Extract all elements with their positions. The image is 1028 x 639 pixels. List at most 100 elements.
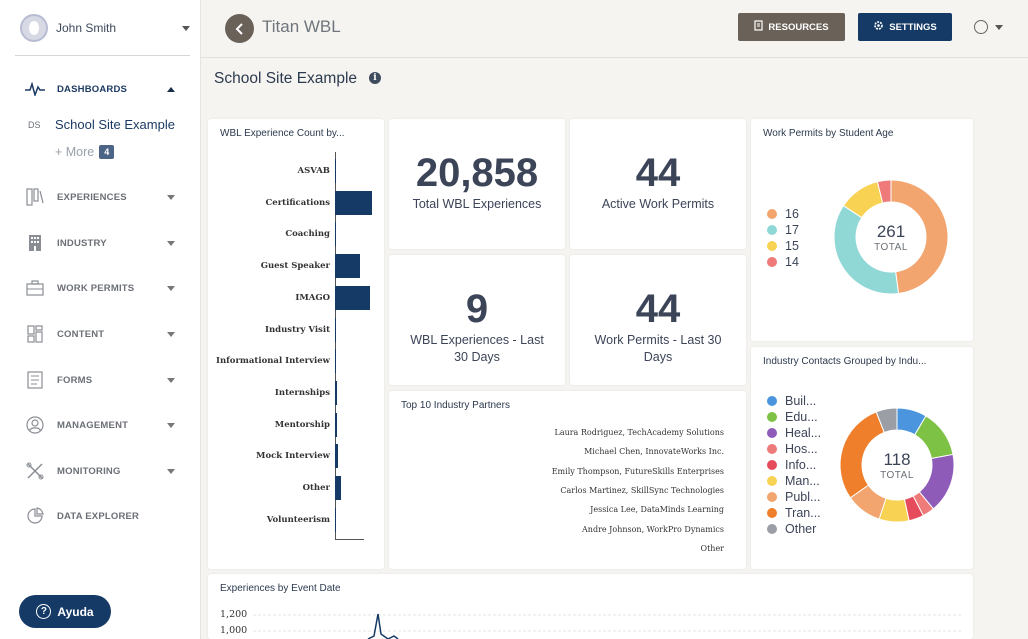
sidebar-item-industry[interactable]: INDUSTRY [0,228,200,258]
legend-item[interactable]: 17 [767,223,799,237]
resources-button[interactable]: RESOURCES [738,13,845,41]
sidebar-item-content[interactable]: CONTENT [0,319,200,349]
donut-slice[interactable] [890,179,949,295]
legend-item[interactable]: 14 [767,255,799,269]
legend-item[interactable]: 16 [767,207,799,221]
sidebar-item-management[interactable]: MANAGEMENT [0,410,200,440]
legend-label: Hos... [785,442,818,456]
user-icon [974,20,988,34]
bar[interactable] [335,507,336,532]
more-label: + More [55,145,95,159]
donut-total-label: TOTAL [880,470,914,481]
legend-swatch [767,412,777,422]
sidebar-item-label: WORK PERMITS [57,282,135,294]
legend-label: Info... [785,458,817,472]
bar-category-label: Coaching [285,229,330,240]
form-icon [25,370,45,390]
bar-category-label: Certifications [265,197,330,208]
bar-category-label: Industry Visit [265,324,330,335]
question-icon: ? [36,604,52,619]
partner-label: Andre Johnson, WorkPro Dynamics [582,524,724,534]
line-chart [253,613,963,639]
legend-item[interactable]: Info... [767,458,816,472]
legend-label: 16 [785,207,799,221]
legend-item[interactable]: Heal... [767,426,821,440]
bar[interactable] [335,159,336,183]
bar[interactable] [335,380,337,405]
legend-item[interactable]: Edu... [767,410,818,424]
bar[interactable] [335,412,337,437]
legend-item[interactable]: Tran... [767,506,821,520]
legend-item[interactable]: Other [767,522,816,536]
info-icon[interactable]: i [369,72,381,84]
partner-label: Laura Rodriguez, TechAcademy Solutions [554,428,725,437]
topbar: Titan WBL RESOURCES SETTINGS [201,0,1028,58]
partners-card: Top 10 Industry Partners Laura Rodriguez… [389,391,746,569]
bar[interactable] [335,444,338,469]
donut-slice[interactable] [876,179,892,204]
sidebar-item-forms[interactable]: FORMS [0,365,200,395]
sidebar-item-data-explorer[interactable]: DATA EXPLORER [0,501,200,531]
sidebar-item-label: MONITORING [57,465,121,477]
chevron-down-icon [167,194,175,200]
help-button[interactable]: ? Ayuda [19,595,111,628]
chevron-down-icon [995,24,1003,30]
sidebar-more[interactable]: + More 4 [28,145,115,159]
back-button[interactable] [225,14,254,43]
sidebar-item-label: FORMS [57,374,93,386]
account-menu[interactable] [974,20,1003,34]
legend-item[interactable]: 15 [767,239,799,253]
donut-slice[interactable] [875,407,898,434]
chevron-down-icon [167,422,175,428]
bar-category-label: Volunteerism [266,514,330,525]
sidebar-item-work-permits[interactable]: WORK PERMITS [0,273,200,303]
sidebar-item-dashboards[interactable]: DASHBOARDS [0,74,200,104]
donut-center: 118 TOTAL [877,450,917,481]
legend-item[interactable]: Buil... [767,394,816,408]
bar-category-label: IMAGO [295,292,330,303]
bar[interactable] [335,222,336,247]
card-title: Top 10 Industry Partners [401,400,510,411]
donut-chart [839,407,955,523]
legend-label: 14 [785,255,799,269]
partner-label: Carlos Martinez, SkillSync Technologies [560,485,724,495]
pulse-icon [25,79,45,99]
legend-swatch [767,396,777,406]
bar-category-label: Informational Interview [215,356,330,367]
bar[interactable] [335,285,370,310]
user-name: John Smith [56,21,117,35]
donut-total: 118 [883,450,911,469]
sidebar-item-label: MANAGEMENT [57,419,129,431]
kpi-permits-30: 44 Work Permits - Last 30 Days [570,255,746,385]
bar[interactable] [335,317,336,342]
sidebar-subitem-school-site[interactable]: DS School Site Example [28,117,175,132]
legend-label: 17 [785,223,799,237]
bar[interactable] [335,190,373,215]
legend-label: Other [785,522,817,536]
bar[interactable] [335,476,341,500]
card-title: Experiences by Event Date [220,583,341,594]
chart-axis [335,152,336,540]
document-icon [754,20,764,34]
bar[interactable] [335,254,361,279]
settings-button[interactable]: SETTINGS [858,13,952,41]
legend-item[interactable]: Hos... [767,442,818,456]
bar[interactable] [335,349,336,374]
sidebar-item-experiences[interactable]: EXPERIENCES [0,182,200,212]
more-count-badge: 4 [99,145,115,159]
wbl-count-card: WBL Experience Count by... ASVAB Certific… [208,119,384,569]
bar-category-label: Guest Speaker [260,261,330,272]
chevron-down-icon [167,377,175,383]
partner-label: Jessica Lee, DataMinds Learning [590,505,724,515]
legend-item[interactable]: Publ... [767,490,820,504]
sidebar-item-monitoring[interactable]: MONITORING [0,456,200,486]
legend-swatch [767,508,777,518]
tools-icon [25,461,45,481]
legend-item[interactable]: Man... [767,474,820,488]
bar-category-label: Mock Interview [256,451,330,462]
legend-label: Man... [785,474,820,488]
legend-swatch [767,460,777,470]
user-menu[interactable]: John Smith [20,12,190,44]
card-title: Industry Contacts Grouped by Indu... [763,356,927,367]
pie-chart-icon [25,506,45,526]
